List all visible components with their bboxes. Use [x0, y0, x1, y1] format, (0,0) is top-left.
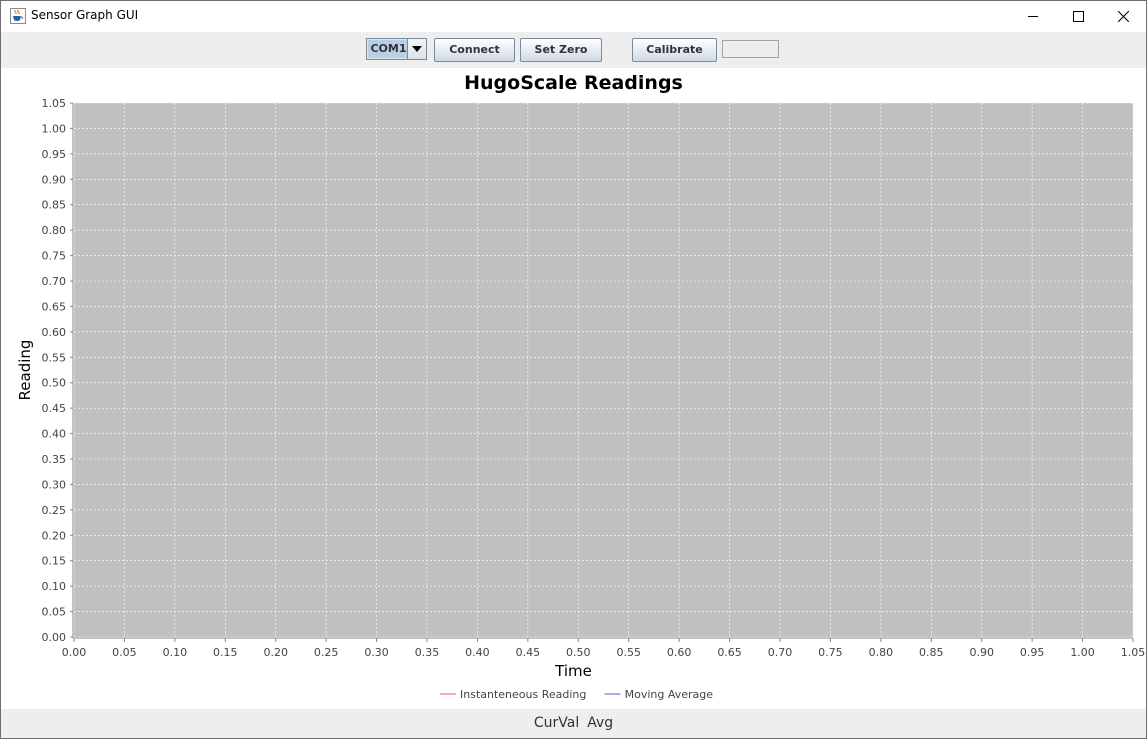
y-tick-label: 1.00 [42, 122, 67, 135]
x-tick-label: 0.00 [62, 646, 87, 659]
y-tick-label: 1.05 [42, 97, 67, 110]
plot-background [74, 103, 1133, 637]
x-tick-label: 1.00 [1070, 646, 1095, 659]
y-tick-label: 0.15 [42, 555, 67, 568]
y-tick-label: 0.10 [42, 580, 67, 593]
y-tick-label: 0.00 [42, 631, 67, 644]
curval-label: CurVal [533, 715, 580, 731]
y-tick-label: 0.20 [42, 529, 67, 542]
x-tick-label: 0.60 [667, 646, 692, 659]
x-tick-label: 0.25 [314, 646, 339, 659]
x-tick-label: 0.10 [163, 646, 188, 659]
maximize-button[interactable] [1055, 1, 1101, 32]
y-tick-label: 0.70 [42, 275, 67, 288]
title-bar[interactable]: Sensor Graph GUI [1, 1, 1146, 32]
calibrate-button[interactable]: Calibrate [632, 38, 717, 62]
y-tick-label: 0.55 [42, 351, 67, 364]
y-tick-label: 0.25 [42, 504, 67, 517]
connect-button[interactable]: Connect [434, 38, 515, 62]
y-tick-label: 0.05 [42, 606, 67, 619]
y-tick-label: 0.80 [42, 224, 67, 237]
y-tick-label: 0.95 [42, 148, 67, 161]
chart: HugoScale Readings 0.00 0.05 0.10 0.15 0.20 0.… [16, 72, 1146, 701]
minimize-button[interactable] [1010, 1, 1056, 32]
toolbar: COM1 Connect Set Zero Calibrate [1, 32, 1146, 68]
set-zero-button[interactable]: Set Zero [520, 38, 602, 62]
y-axis-label: Reading [16, 340, 34, 401]
port-select-toggle[interactable] [407, 39, 426, 59]
x-tick-label: 0.65 [717, 646, 742, 659]
x-tick-label: 0.20 [263, 646, 288, 659]
x-tick-label: 0.85 [919, 646, 944, 659]
java-cup-icon [10, 8, 26, 24]
chart-title: HugoScale Readings [464, 72, 683, 94]
y-tick-label: 0.65 [42, 300, 67, 313]
y-tick-label: 0.85 [42, 199, 67, 212]
maximize-icon [1073, 11, 1084, 22]
minimize-icon [1028, 16, 1038, 17]
legend-label: Instanteneous Reading [460, 688, 586, 701]
x-tick-label: 0.45 [516, 646, 541, 659]
avg-label: Avg [587, 715, 614, 731]
x-tick-label: 0.95 [1020, 646, 1045, 659]
x-tick-label: 0.35 [415, 646, 440, 659]
x-tick-label: 0.75 [818, 646, 843, 659]
y-tick-label: 0.30 [42, 478, 67, 491]
port-select-value: COM1 [368, 40, 409, 58]
chevron-down-icon [412, 46, 422, 52]
x-tick-label: 0.05 [112, 646, 137, 659]
y-tick-label: 0.75 [42, 250, 67, 263]
y-tick-label: 0.45 [42, 402, 67, 415]
x-tick-label: 0.50 [566, 646, 591, 659]
y-tick-label: 0.40 [42, 428, 67, 441]
x-tick-label: 0.15 [213, 646, 238, 659]
calibrate-value-field[interactable] [722, 40, 779, 58]
legend-label: Moving Average [625, 688, 714, 701]
y-tick-label: 0.35 [42, 453, 67, 466]
port-select[interactable]: COM1 [366, 38, 427, 60]
close-icon [1118, 11, 1129, 22]
x-tick-label: 0.70 [768, 646, 793, 659]
y-tick-label: 0.90 [42, 173, 67, 186]
x-tick-label: 0.80 [869, 646, 894, 659]
x-tick-label: 0.40 [465, 646, 490, 659]
status-bar: CurVal Avg [1, 709, 1146, 738]
close-button[interactable] [1100, 1, 1146, 32]
x-tick-label: 0.55 [616, 646, 641, 659]
chart-panel: HugoScale Readings 0.00 0.05 0.10 0.15 0.20 0.… [1, 68, 1146, 709]
y-tick-label: 0.60 [42, 326, 67, 339]
window-title: Sensor Graph GUI [31, 8, 139, 22]
x-tick-label: 0.30 [364, 646, 389, 659]
x-tick-label: 0.90 [969, 646, 994, 659]
x-tick-label: 1.05 [1121, 646, 1146, 659]
x-axis-label: Time [554, 662, 592, 680]
y-tick-label: 0.50 [42, 377, 67, 390]
